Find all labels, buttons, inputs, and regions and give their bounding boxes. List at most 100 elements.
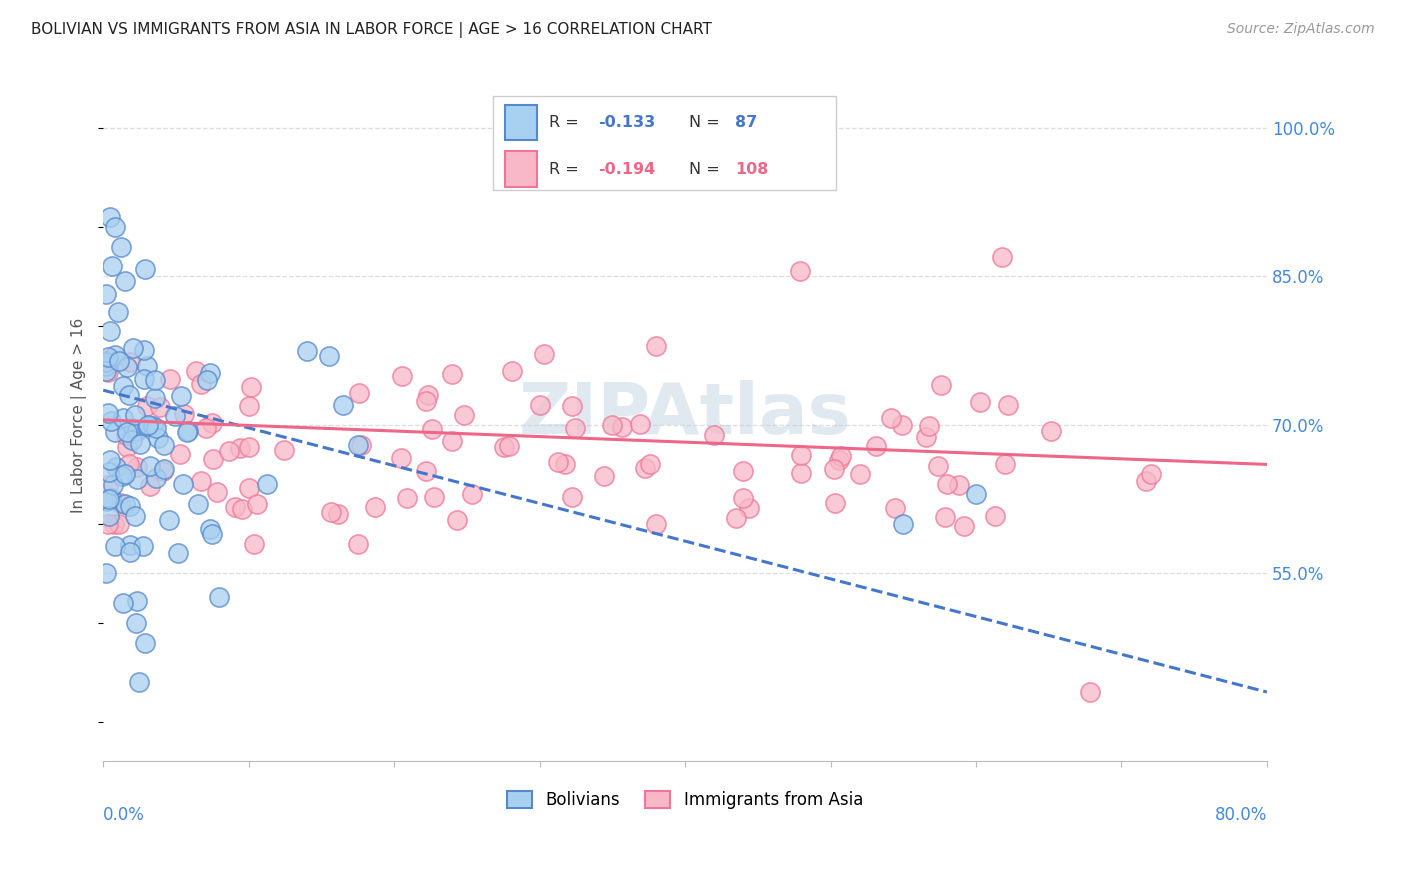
Point (243, 536, 266, 550)
Point (492, 440, 515, 454)
Point (157, 513, 180, 527)
Point (198, 522, 221, 536)
Point (114, 497, 136, 511)
Point (94, 355, 117, 369)
Point (153, 437, 176, 451)
Point (790, 467, 813, 481)
Point (114, 427, 136, 442)
Point (880, 411, 903, 425)
Point (134, 261, 156, 276)
Point (238, 399, 260, 413)
Point (561, 399, 583, 413)
Point (789, 264, 811, 278)
Point (127, 424, 149, 438)
Point (737, 501, 759, 516)
Point (107, 353, 129, 368)
Point (103, 516, 125, 531)
Text: N =: N = (689, 115, 724, 130)
Point (865, 439, 887, 453)
Text: 0.0%: 0.0% (103, 805, 145, 824)
Point (176, 425, 198, 440)
Point (136, 417, 159, 432)
Point (703, 427, 725, 442)
Point (108, 496, 131, 510)
Point (139, 458, 162, 473)
Point (321, 505, 343, 519)
Point (121, 421, 143, 435)
Point (114, 467, 136, 481)
Point (111, 469, 134, 483)
Point (97, 353, 120, 368)
Point (115, 359, 138, 374)
Point (891, 516, 914, 531)
Text: N =: N = (689, 161, 724, 177)
Point (564, 421, 586, 435)
Point (1080, 685, 1102, 699)
Point (121, 433, 143, 447)
Point (120, 355, 142, 369)
Point (172, 477, 194, 491)
Point (152, 462, 174, 476)
Point (94, 287, 117, 301)
Point (238, 440, 260, 454)
Text: -0.194: -0.194 (598, 161, 655, 177)
Point (593, 469, 616, 483)
Point (645, 338, 668, 352)
Point (97, 477, 120, 491)
Text: R =: R = (548, 115, 583, 130)
FancyBboxPatch shape (505, 104, 537, 140)
Point (547, 455, 569, 469)
Point (104, 348, 127, 362)
Point (453, 408, 475, 422)
Point (628, 417, 651, 432)
Point (100, 210, 122, 224)
Text: Source: ZipAtlas.com: Source: ZipAtlas.com (1227, 22, 1375, 37)
Point (441, 367, 464, 381)
Point (256, 476, 278, 491)
Point (107, 305, 129, 319)
Point (561, 490, 583, 504)
Point (224, 500, 246, 514)
Point (724, 511, 747, 525)
Point (115, 440, 138, 454)
Text: 80.0%: 80.0% (1215, 805, 1267, 824)
Point (929, 378, 952, 392)
Point (187, 497, 209, 511)
Point (177, 424, 200, 438)
Point (118, 457, 141, 471)
Point (415, 464, 437, 478)
Point (96, 406, 118, 420)
Point (389, 450, 412, 465)
Point (731, 464, 754, 478)
Point (117, 425, 139, 440)
Point (231, 501, 253, 516)
Point (118, 388, 141, 402)
Point (120, 499, 142, 513)
Point (134, 343, 156, 357)
Point (96, 364, 118, 378)
Point (953, 519, 976, 533)
Point (143, 373, 166, 387)
Point (823, 461, 845, 475)
Point (1139, 467, 1161, 482)
Point (229, 441, 252, 455)
Point (104, 539, 127, 553)
Point (935, 477, 957, 491)
Point (111, 411, 134, 425)
Point (934, 509, 956, 524)
Point (124, 408, 146, 422)
Point (969, 395, 991, 409)
Point (332, 398, 354, 412)
Point (143, 391, 166, 405)
Point (127, 472, 149, 486)
Point (201, 416, 224, 430)
FancyBboxPatch shape (494, 96, 837, 190)
Point (165, 409, 187, 423)
Point (136, 359, 159, 373)
Point (114, 274, 136, 288)
Point (104, 219, 127, 234)
Point (201, 451, 224, 466)
Point (218, 444, 240, 458)
Point (98, 324, 121, 338)
Point (100, 414, 122, 428)
